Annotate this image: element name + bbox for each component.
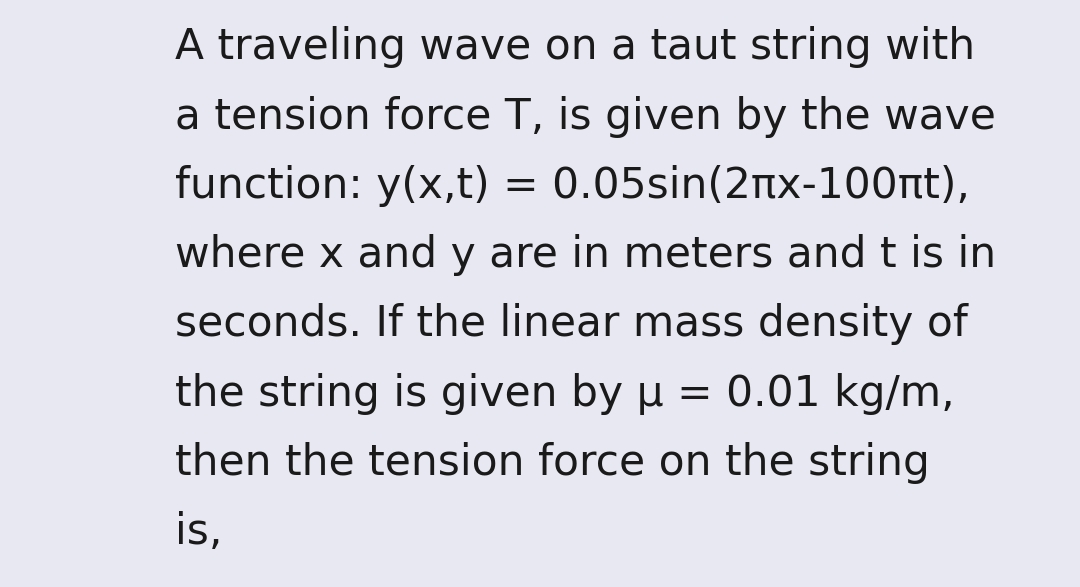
Text: the string is given by μ = 0.01 kg/m,: the string is given by μ = 0.01 kg/m, — [175, 373, 955, 415]
Text: A traveling wave on a taut string with: A traveling wave on a taut string with — [175, 26, 975, 69]
Text: where x and y are in meters and t is in: where x and y are in meters and t is in — [175, 234, 996, 276]
Text: seconds. If the linear mass density of: seconds. If the linear mass density of — [175, 303, 968, 346]
Text: a tension force T, is given by the wave: a tension force T, is given by the wave — [175, 96, 996, 138]
Text: function: y(x,t) = 0.05sin(2πx-100πt),: function: y(x,t) = 0.05sin(2πx-100πt), — [175, 165, 970, 207]
Text: then the tension force on the string: then the tension force on the string — [175, 442, 930, 484]
Text: is,: is, — [175, 511, 222, 554]
